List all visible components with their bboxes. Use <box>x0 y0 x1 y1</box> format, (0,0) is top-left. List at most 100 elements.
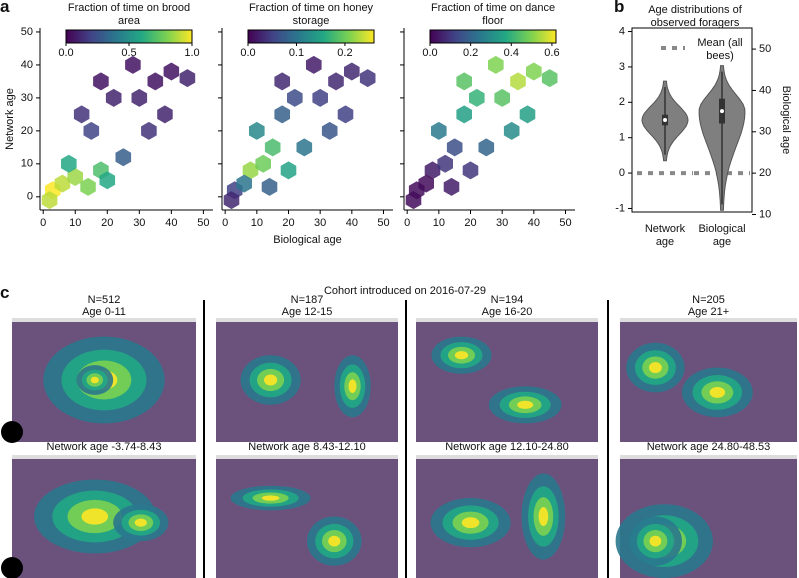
hexbin-cell <box>478 138 495 157</box>
hive-overlay <box>216 455 398 578</box>
hexbin-cell <box>312 88 328 107</box>
heat-blob <box>649 535 662 547</box>
hexbin-cell <box>249 121 265 140</box>
y-tick-label: -1 <box>615 202 625 214</box>
heat-blob <box>263 374 278 386</box>
x-tick-label: 40 <box>165 217 177 229</box>
colorbar-tick-label: 0.0 <box>422 47 437 59</box>
hexbin-cell <box>306 55 322 74</box>
y-tick-label: 1 <box>619 132 625 144</box>
colorbar-tick-label: 0.4 <box>504 47 519 59</box>
legend-label: Mean (all bees) <box>697 37 743 62</box>
x-tick-label: age <box>656 236 674 248</box>
hexbin-cell <box>541 69 558 88</box>
y2-tick-label: 30 <box>759 126 771 138</box>
y-tick-label: 20 <box>21 125 33 137</box>
colorbar-tick-label: 0.0 <box>240 47 255 59</box>
cohort-title: Age 16-20 <box>482 306 533 318</box>
colorbar <box>65 29 193 44</box>
cohort-title: N=194 <box>491 294 524 306</box>
hive-frame-edge <box>12 455 196 459</box>
y-tick-label: 0 <box>27 191 33 203</box>
x-tick-label: age <box>713 236 731 248</box>
hexbin-cell <box>446 138 463 157</box>
colorbar <box>247 29 375 44</box>
heat-blob <box>461 517 480 529</box>
y-tick-label: 40 <box>21 59 33 71</box>
hexbin-cell <box>469 88 485 107</box>
hexbin-cell <box>321 121 338 140</box>
x-tick-label: 20 <box>282 217 294 229</box>
hexbin-cell <box>424 161 441 180</box>
hexbin-cell <box>131 88 148 107</box>
x-tick-label: 20 <box>464 217 476 229</box>
hexbin-cell <box>405 191 422 210</box>
hexbin-cell <box>93 72 109 91</box>
x-tick-label: 30 <box>496 217 508 229</box>
hexbin-cell <box>456 105 472 124</box>
cohort-title: Age 0-11 <box>82 306 126 318</box>
hexbin-cell <box>359 69 376 88</box>
y-tick-label: 0 <box>619 167 625 179</box>
hexbin-cell <box>67 168 83 186</box>
colorbar-tick-label: 0.6 <box>544 47 559 59</box>
x-tick-label: 20 <box>101 217 113 229</box>
colorbar-tick-label: 0.2 <box>463 47 478 59</box>
heat-blob <box>454 351 469 360</box>
chart-title: Age distributions of observed foragers <box>648 4 742 29</box>
y2-tick-label: 50 <box>759 43 771 55</box>
network-title: Network age -3.74-8.43 <box>47 441 162 453</box>
marker-dot <box>1 421 23 443</box>
hexbin-cell <box>488 55 504 74</box>
hexbin-cell <box>125 55 141 74</box>
x-tick-label: 0 <box>40 217 46 229</box>
hive-frame-edge <box>416 455 598 459</box>
y-tick-label: 2 <box>619 96 625 108</box>
hexbin-cell <box>83 121 100 140</box>
hexbin-cell <box>236 174 252 193</box>
y2-tick-label: 40 <box>759 84 771 96</box>
hexbin-cell <box>296 138 313 157</box>
colorbar-title: Fraction of time on brood area <box>67 2 191 27</box>
marker-dot <box>1 557 23 578</box>
hexbin-cell <box>456 72 472 91</box>
violin-median <box>663 118 667 122</box>
hexbin-cell <box>274 72 290 91</box>
panel-label: a <box>0 0 10 16</box>
y2-tick-label: 20 <box>759 167 771 179</box>
heat-blob <box>538 507 549 526</box>
y-tick-label: 50 <box>21 26 33 38</box>
x-tick-label: 50 <box>377 217 389 229</box>
hexbin-cell <box>264 138 281 157</box>
hive-frame-edge <box>416 318 598 322</box>
x-tick-label: 10 <box>69 217 81 229</box>
hexbin-cell <box>418 174 434 193</box>
cohort-title: N=512 <box>88 294 121 306</box>
hexbin-cell <box>274 105 290 124</box>
hexbin-cell <box>443 177 460 196</box>
hexbin-cell <box>344 62 360 81</box>
heat-blob <box>709 386 726 398</box>
hexbin-cell <box>115 148 132 167</box>
hexbin-cell <box>147 72 164 91</box>
heat-blob <box>648 362 662 374</box>
network-title: Network age 24.80-48.53 <box>647 441 771 453</box>
hexbin-cell <box>519 105 536 124</box>
hive-overlay <box>416 318 598 442</box>
y-tick-label: 10 <box>21 158 33 170</box>
colorbar-tick-label: 0.1 <box>289 47 304 59</box>
cohort-title: N=187 <box>291 294 324 306</box>
cohort-title: Age 12-15 <box>282 306 333 318</box>
heat-blob <box>328 535 341 547</box>
hexbin-cell <box>510 72 526 91</box>
hexbin-cell <box>41 191 58 210</box>
y-tick-label: 4 <box>619 25 625 37</box>
colorbar-title: Fraction of time on honey storage <box>248 2 374 27</box>
heat-blob <box>261 495 280 501</box>
colorbar-tick-label: 0.2 <box>337 47 352 59</box>
x-tick-label: 50 <box>559 217 571 229</box>
y2-tick-label: 10 <box>759 208 771 220</box>
hexbin-cell <box>462 161 479 180</box>
hexbin-cell <box>242 161 259 180</box>
